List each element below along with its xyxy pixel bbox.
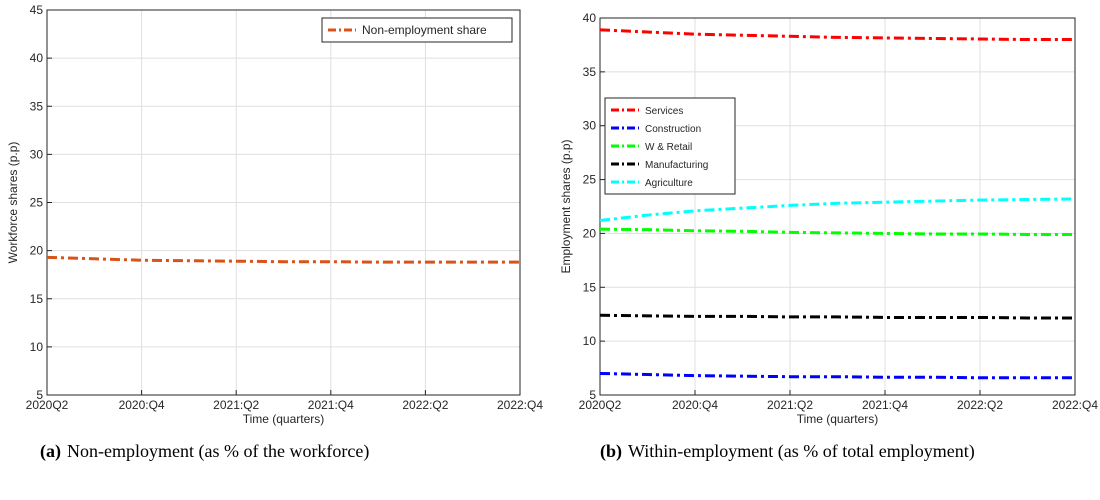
x-tick-label: 2020:Q4 [672,398,718,412]
y-tick-label: 45 [30,3,44,17]
caption-label: (b) [600,441,622,461]
y-axis-label: Employment shares (p.p) [559,139,573,273]
chart: 5 10 15 20 25 30 35 40 45 2020Q2 2020:Q4 2021:Q2 202… [6,3,543,426]
caption-label: (a) [40,441,61,461]
y-tick-label: 30 [583,119,597,133]
y-tick-label: 15 [583,280,597,294]
axes-box [46,9,521,396]
x-tick-label: 2020Q2 [26,398,69,412]
x-tick-label: 2021:Q2 [767,398,813,412]
legend: Services Construction W & Retail Manufactur… [604,97,736,195]
series-line [599,313,1075,320]
x-tick-label: 2022:Q4 [497,398,543,412]
legend: Non-employment share [321,17,513,43]
y-axis-label: Workforce shares (p.p) [6,142,20,264]
y-tick-label: 30 [30,147,44,161]
x-tick-label: 2020:Q4 [119,398,165,412]
y-tick-label: 40 [30,51,44,65]
series-line [599,197,1076,222]
x-tick-label: 2020Q2 [579,398,622,412]
legend-label: Construction [645,124,701,135]
caption-text: Non-employment (as % of the workforce) [67,441,370,461]
y-tick-label: 15 [30,292,44,306]
plot-area [600,18,1075,395]
y-tick-label: 20 [583,226,597,240]
legend-label: W & Retail [645,142,692,153]
x-axis-label: Time (quarters) [797,412,879,426]
series-line [599,28,1075,42]
series-line [599,371,1075,380]
x-tick-label: 2022:Q4 [1052,398,1098,412]
y-tick-label: 40 [583,11,597,25]
y-tick-label: 25 [30,196,44,210]
axes-box [599,17,1076,396]
legend-label: Agriculture [645,178,693,189]
x-tick-label: 2021:Q4 [862,398,908,412]
caption: (b) Within-employment (as % of total empl… [600,440,1080,463]
caption: (a) Non-employment (as % of the workforce… [40,440,520,463]
y-tick-label: 5 [589,388,596,402]
y-tick-label: 5 [36,388,43,402]
chart: 5 10 15 20 25 30 35 40 2020Q2 2020:Q4 2021:Q2 2021:… [559,11,1098,426]
x-tick-label: 2022:Q2 [402,398,448,412]
x-axis-label: Time (quarters) [243,412,325,426]
legend-label: Manufacturing [645,160,708,171]
series-line [46,255,520,264]
series-line [599,227,1075,237]
y-tick-label: 25 [583,173,597,187]
legend-label: Services [645,106,683,117]
legend-box [321,17,513,43]
y-tick-label: 35 [30,99,44,113]
y-tick-label: 10 [30,340,44,354]
legend-box [604,97,736,195]
x-tick-label: 2022:Q2 [957,398,1003,412]
y-tick-label: 35 [583,65,597,79]
y-tick-label: 20 [30,244,44,258]
legend-label: Non-employment share [362,23,487,37]
x-tick-label: 2021:Q2 [213,398,259,412]
x-tick-label: 2021:Q4 [308,398,354,412]
caption-text: Within-employment (as % of total employm… [628,441,975,461]
y-tick-label: 10 [583,334,597,348]
